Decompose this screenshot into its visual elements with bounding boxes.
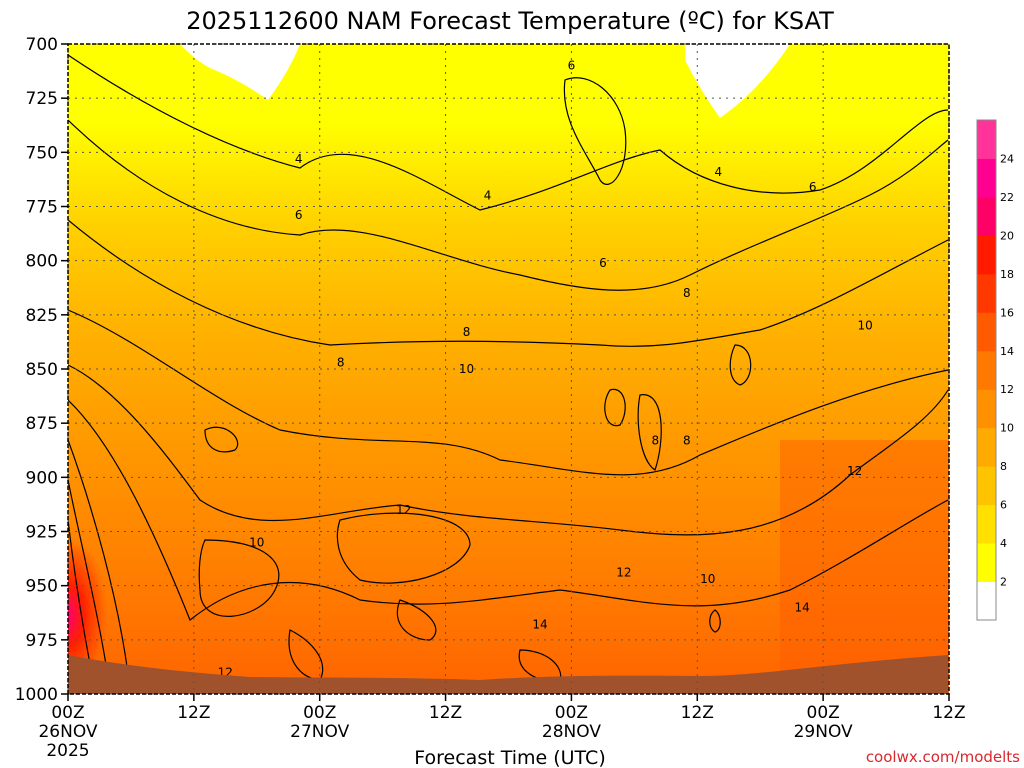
colorbar-swatch — [977, 273, 996, 313]
contour-label: 4 — [295, 152, 303, 166]
colorbar-swatch — [977, 158, 996, 198]
colorbar-label: 6 — [1000, 499, 1007, 512]
colorbar-frame — [976, 119, 997, 621]
contour-label: 12 — [847, 464, 862, 478]
colorbar-swatch — [977, 235, 996, 275]
colorbar-label: 4 — [1000, 537, 1007, 550]
cold-pocket-right — [685, 44, 790, 118]
contour-label: 8 — [652, 434, 660, 448]
x-tick-date: 28NOV — [542, 722, 601, 742]
x-tick-date: 27NOV — [290, 722, 349, 742]
contour-label: 8 — [337, 356, 345, 370]
y-tick-label: 850 — [26, 360, 58, 380]
contour-label: 4 — [714, 165, 722, 179]
colorbar-swatch — [977, 427, 996, 467]
contour-label: 12 — [616, 566, 631, 580]
terrain-ground — [68, 655, 948, 694]
colorbar-label: 16 — [1000, 306, 1014, 319]
y-tick-label: 875 — [26, 414, 58, 434]
colorbar-swatch — [977, 120, 996, 159]
y-axis: 700 725 750 775 800 825 850 875 900 925 950 975 1000 — [15, 35, 68, 705]
x-axis-label: Forecast Time (UTC) — [414, 747, 605, 768]
cold-pocket-left — [180, 44, 300, 100]
colorbar-label: 14 — [1000, 345, 1014, 358]
contour-label: 4 — [484, 189, 492, 203]
y-tick-label: 825 — [26, 306, 58, 326]
colorbar-label: 2 — [1000, 576, 1007, 589]
contour-label: 10 — [459, 362, 474, 376]
y-tick-label: 750 — [26, 143, 58, 163]
x-tick-date: 29NOV — [794, 722, 853, 742]
x-tick-label: 00Z — [555, 703, 588, 723]
contour-label: 8 — [463, 325, 471, 339]
x-tick-label: 00Z — [807, 703, 840, 723]
x-tick-label: 12Z — [429, 703, 462, 723]
x-tick-label: 12Z — [681, 703, 714, 723]
colorbar-swatch — [977, 196, 996, 236]
y-tick-label: 800 — [26, 252, 58, 272]
colorbar-label: 22 — [1000, 191, 1014, 204]
y-tick-label: 725 — [26, 89, 58, 109]
y-tick-label: 1000 — [15, 685, 58, 705]
contour-label: 14 — [532, 618, 547, 632]
y-tick-label: 775 — [26, 198, 58, 218]
y-tick-label: 900 — [26, 468, 58, 488]
colorbar-label: 20 — [1000, 229, 1014, 242]
contour-label: 12 — [396, 503, 411, 517]
x-tick-label: 12Z — [932, 703, 965, 723]
contour-label: 8 — [683, 434, 691, 448]
x-tick-label: 00Z — [51, 703, 84, 723]
colorbar-label: 10 — [1000, 422, 1014, 435]
contour-label: 10 — [857, 319, 872, 333]
colorbar-swatch — [977, 543, 996, 583]
contour-label: 10 — [700, 572, 715, 586]
colorbar-swatch — [977, 350, 996, 390]
colorbar-swatch — [977, 504, 996, 544]
x-tick-label: 00Z — [303, 703, 336, 723]
colorbar-swatch — [977, 581, 996, 621]
contour-label: 6 — [599, 256, 607, 270]
x-tick-date: 26NOV — [38, 722, 97, 742]
warm-band-right — [780, 440, 949, 690]
warm-core-left — [68, 300, 268, 694]
contour-label: 8 — [683, 286, 691, 300]
colorbar-swatch — [977, 312, 996, 352]
x-tick-year: 2025 — [46, 741, 89, 761]
y-tick-label: 700 — [26, 35, 58, 55]
contour-label: 6 — [809, 180, 817, 194]
colorbar-label: 18 — [1000, 268, 1014, 281]
contour-label: 6 — [295, 208, 303, 222]
colorbar-swatch — [977, 389, 996, 429]
chart-title: 2025112600 NAM Forecast Temperature (ºC)… — [186, 7, 834, 35]
y-tick-label: 950 — [26, 577, 58, 597]
x-tick-label: 12Z — [177, 703, 210, 723]
contour-label: 14 — [795, 600, 810, 614]
colorbar-label: 24 — [1000, 152, 1014, 165]
colorbar-label: 8 — [1000, 460, 1007, 473]
y-tick-label: 925 — [26, 523, 58, 543]
y-tick-label: 975 — [26, 631, 58, 651]
contour-label: 10 — [249, 535, 264, 549]
colorbar-label: 12 — [1000, 383, 1014, 396]
colorbar-swatch — [977, 466, 996, 506]
credit-label: coolwx.com/modelts — [866, 748, 1020, 766]
